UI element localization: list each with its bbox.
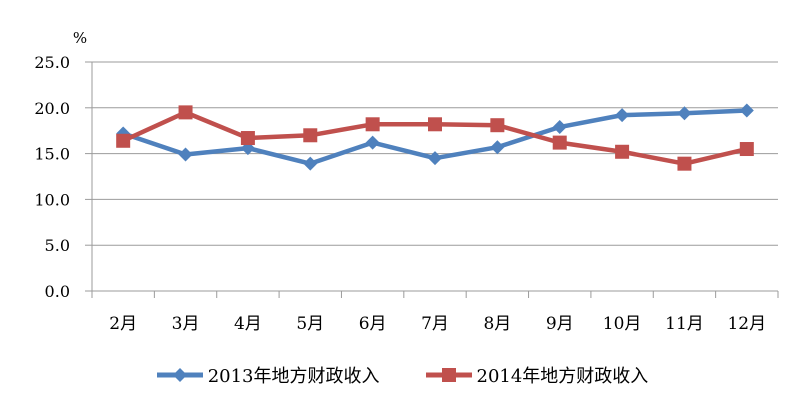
legend-marker-2013-diamond-icon bbox=[156, 368, 203, 382]
legend-marker-2014-square-icon bbox=[425, 368, 472, 382]
series-2014-line bbox=[116, 105, 754, 171]
x-tick-label: 11月 bbox=[665, 314, 704, 334]
y-axis-unit-label: % bbox=[73, 29, 87, 47]
y-tick-label: 10.0 bbox=[34, 190, 70, 209]
y-tick-label: 0.0 bbox=[45, 282, 70, 301]
data-point-diamond bbox=[615, 108, 630, 123]
data-point-square bbox=[303, 128, 318, 143]
data-point-square bbox=[677, 156, 692, 171]
x-tick-label: 10月 bbox=[603, 314, 642, 334]
x-axis-tick-labels: 2月 3月 4月 5月 6月 7月 8月 9月 10月 11月 12月 bbox=[109, 314, 766, 334]
data-point-diamond bbox=[303, 156, 318, 171]
data-point-square bbox=[116, 133, 131, 148]
data-point-diamond bbox=[677, 106, 692, 121]
legend-label-2013: 2013年地方财政收入 bbox=[207, 366, 380, 387]
data-point-square bbox=[428, 117, 442, 132]
series-2013-line bbox=[116, 103, 754, 171]
data-point-diamond bbox=[428, 151, 442, 166]
x-tick-label: 7月 bbox=[421, 314, 449, 334]
axes bbox=[85, 61, 779, 298]
data-point-square bbox=[490, 118, 505, 133]
x-tick-label: 8月 bbox=[483, 314, 511, 334]
legend-item-2014: 2014年地方财政收入 bbox=[425, 362, 649, 388]
y-axis-tick-labels: 0.0 5.0 10.0 15.0 20.0 25.0 bbox=[34, 53, 70, 301]
y-tick-label: 20.0 bbox=[34, 99, 70, 118]
data-point-square bbox=[615, 144, 630, 159]
y-tick-label: 15.0 bbox=[34, 145, 70, 164]
data-point-diamond bbox=[490, 140, 505, 155]
data-point-square bbox=[365, 117, 380, 132]
data-point-square bbox=[552, 135, 567, 150]
chart-legend: 2013年地方财政收入 2014年地方财政收入 bbox=[0, 362, 805, 388]
y-tick-label: 25.0 bbox=[34, 53, 70, 72]
x-tick-label: 4月 bbox=[234, 314, 262, 334]
data-point-diamond bbox=[552, 120, 567, 135]
data-point-diamond bbox=[739, 103, 754, 118]
x-tick-label: 12月 bbox=[727, 314, 766, 334]
x-tick-label: 2月 bbox=[109, 314, 137, 334]
x-tick-label: 3月 bbox=[172, 314, 200, 334]
data-point-diamond bbox=[178, 147, 193, 162]
gridlines bbox=[92, 61, 778, 292]
legend-item-2013: 2013年地方财政收入 bbox=[156, 362, 380, 388]
data-point-square bbox=[178, 105, 193, 120]
x-tick-label: 9月 bbox=[546, 314, 574, 334]
x-tick-label: 5月 bbox=[296, 314, 324, 334]
data-point-square bbox=[240, 131, 255, 146]
data-point-square bbox=[739, 142, 754, 157]
data-point-diamond bbox=[365, 135, 380, 150]
y-tick-label: 5.0 bbox=[45, 236, 70, 255]
legend-label-2014: 2014年地方财政收入 bbox=[476, 366, 649, 387]
x-tick-label: 6月 bbox=[359, 314, 387, 334]
